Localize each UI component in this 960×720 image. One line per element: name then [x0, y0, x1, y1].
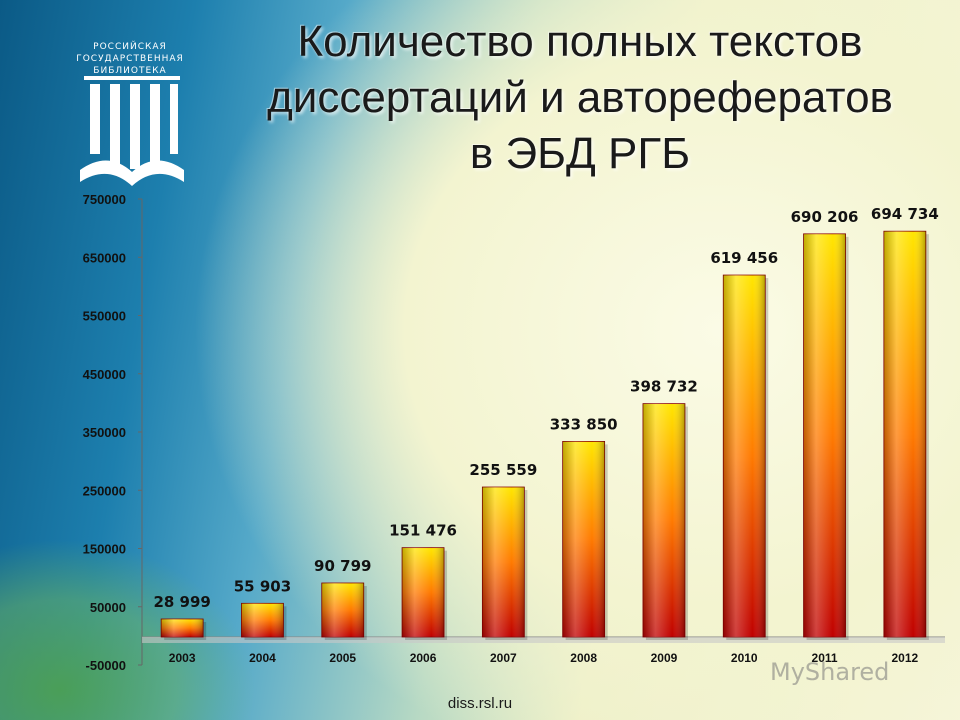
data-label: 619 456	[710, 249, 778, 267]
bar-highlight	[321, 582, 364, 637]
bar-group: 151 476 2006	[389, 522, 457, 665]
bar-highlight	[642, 403, 685, 637]
bar-highlight	[161, 618, 204, 637]
bar-group: 398 732 2009	[630, 378, 698, 665]
bar-highlight	[402, 547, 445, 637]
y-tick-label: 450000	[83, 367, 126, 382]
title-line-2: диссертаций и авторефератов	[267, 73, 893, 122]
bar-group: 28 999 2003	[153, 593, 210, 665]
y-tick-label: 350000	[83, 425, 126, 440]
library-columns-book-icon	[80, 76, 184, 186]
x-tick-label: 2007	[490, 651, 517, 665]
data-label: 690 206	[791, 208, 859, 226]
bar-highlight	[723, 275, 766, 637]
bar-group: 690 206 2011	[791, 208, 859, 665]
data-label: 90 799	[314, 557, 371, 575]
bar-highlight	[482, 487, 525, 637]
data-label: 151 476	[389, 522, 457, 540]
x-tick-label: 2012	[891, 651, 918, 665]
y-tick-label: 550000	[83, 309, 126, 324]
x-tick-label: 2005	[329, 651, 356, 665]
bar-group: 333 850 2008	[550, 415, 618, 665]
bar-group: 55 903 2004	[234, 577, 291, 665]
logo-line-1: РОССИЙСКАЯ	[93, 42, 167, 52]
x-tick-label: 2006	[410, 651, 437, 665]
rsl-logo: РОССИЙСКАЯ ГОСУДАРСТВЕННАЯ БИБЛИОТЕКА	[70, 40, 190, 190]
bar-group: 90 799 2005	[314, 557, 371, 665]
bar-highlight	[803, 233, 846, 637]
y-tick-label: 50000	[90, 600, 126, 615]
y-tick-label: -50000	[86, 658, 126, 673]
y-tick-label: 750000	[83, 192, 126, 207]
x-tick-label: 2004	[249, 651, 276, 665]
data-label: 398 732	[630, 378, 698, 396]
bar-highlight	[241, 603, 284, 637]
chart-bars: 28 999 2003 55 903 2004 90 799 2005 151 476 200…	[153, 205, 938, 665]
page-title: Количество полных текстов диссертаций и …	[230, 14, 930, 182]
data-label: 28 999	[153, 593, 210, 611]
x-tick-label: 2009	[651, 651, 678, 665]
x-tick-label: 2010	[731, 651, 758, 665]
bar-group: 255 559 2007	[469, 461, 537, 665]
logo-line-2: ГОСУДАРСТВЕННАЯ	[76, 54, 184, 64]
x-axis-floor	[142, 637, 945, 643]
x-tick-label: 2011	[812, 651, 838, 665]
background-leaf-decoration	[0, 390, 340, 720]
bar-highlight	[562, 441, 605, 637]
bar-group: 619 456 2010	[710, 249, 778, 665]
chart-axes: 750000 650000 550000 450000 350000 250000 1500…	[83, 192, 945, 673]
x-tick-label: 2003	[169, 651, 196, 665]
data-label: 255 559	[469, 461, 537, 479]
watermark: MyShared	[770, 658, 890, 686]
data-label: 55 903	[234, 577, 291, 595]
title-line-1: Количество полных текстов	[297, 17, 863, 66]
title-line-3: в ЭБД РГБ	[469, 129, 691, 178]
x-tick-label: 2008	[570, 651, 597, 665]
y-tick-label: 150000	[83, 542, 126, 557]
bar-highlight	[883, 231, 926, 637]
logo-line-3: БИБЛИОТЕКА	[93, 66, 167, 76]
y-tick-label: 650000	[83, 250, 126, 265]
data-label: 333 850	[550, 415, 618, 433]
y-tick-label: 250000	[83, 483, 126, 498]
data-label: 694 734	[871, 205, 939, 223]
footer-url[interactable]: diss.rsl.ru	[447, 695, 513, 712]
bar-group: 694 734 2012	[871, 205, 939, 665]
